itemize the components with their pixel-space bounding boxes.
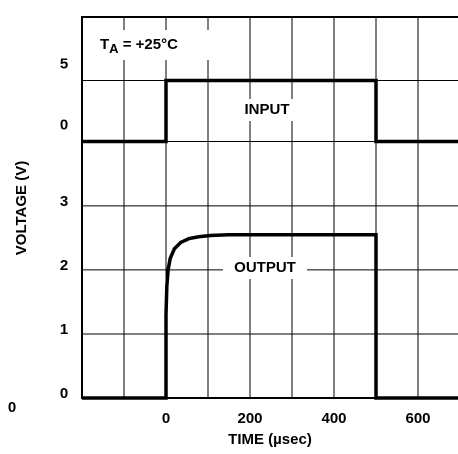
series-label: INPUT — [245, 101, 290, 118]
series-label: OUTPUT — [234, 259, 296, 276]
condition-subscript: A — [109, 41, 119, 56]
condition-symbol: T — [100, 36, 109, 53]
trace — [82, 78, 458, 144]
y-tick-label: 2 — [60, 257, 68, 274]
y-tick-label: 0 — [60, 385, 68, 402]
x-axis-label: TIME (µsec) — [228, 431, 312, 448]
stray-label: 0 — [8, 399, 16, 416]
y-axis-label: VOLTAGE (V) — [13, 161, 30, 255]
trace — [82, 232, 458, 400]
y2-tick-label: 5 — [60, 55, 68, 72]
y-tick-label: 1 — [60, 321, 68, 338]
y-tick-label: 3 — [60, 193, 68, 210]
series-label-box — [225, 99, 309, 121]
x-tick-label: 200 — [237, 410, 262, 427]
x-tick-label: 0 — [162, 410, 170, 427]
series-label-box — [223, 257, 307, 279]
y2-tick-label: 0 — [60, 117, 68, 134]
x-tick-label: 400 — [321, 410, 346, 427]
condition: TA = +25°C — [100, 36, 178, 56]
plot-border — [81, 16, 458, 399]
x-tick-label: 600 — [405, 410, 430, 427]
condition-box — [95, 30, 213, 60]
condition-text: = +25°C — [119, 36, 179, 53]
